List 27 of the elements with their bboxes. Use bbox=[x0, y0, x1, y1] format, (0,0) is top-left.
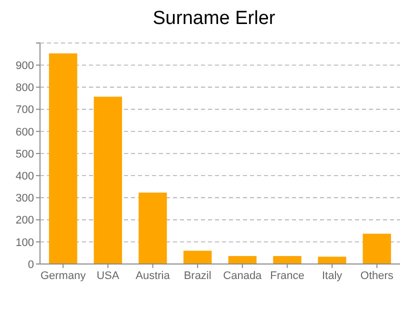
y-tick-label: 100 bbox=[16, 236, 34, 249]
bar bbox=[48, 53, 78, 264]
y-tick-label: 500 bbox=[16, 148, 34, 160]
bar bbox=[138, 192, 167, 264]
y-tick-label: 0 bbox=[28, 258, 34, 271]
y-tick-label: 600 bbox=[16, 126, 34, 138]
x-tick-label: Others bbox=[360, 270, 394, 282]
bar bbox=[183, 250, 212, 264]
chart-title: Surname Erler bbox=[152, 8, 276, 29]
bar bbox=[228, 256, 257, 264]
y-tick-label: 300 bbox=[16, 192, 34, 205]
y-tick-label: 900 bbox=[16, 60, 34, 72]
bar bbox=[94, 96, 122, 264]
y-tick-label: 700 bbox=[16, 104, 34, 116]
bar bbox=[318, 256, 346, 264]
bar bbox=[273, 256, 302, 264]
x-tick-label: France bbox=[270, 270, 304, 282]
x-tick-label: Germany bbox=[40, 270, 86, 282]
x-tick-label: USA bbox=[96, 270, 120, 282]
y-tick-label: 200 bbox=[16, 214, 34, 227]
y-tick-label: 400 bbox=[16, 170, 34, 182]
x-tick-label: Brazil bbox=[184, 270, 212, 282]
y-tick-label: 800 bbox=[16, 82, 34, 94]
bar bbox=[362, 234, 392, 264]
x-tick-label: Austria bbox=[136, 270, 171, 282]
x-tick-label: Canada bbox=[223, 270, 263, 282]
x-tick-label: Italy bbox=[322, 270, 343, 282]
